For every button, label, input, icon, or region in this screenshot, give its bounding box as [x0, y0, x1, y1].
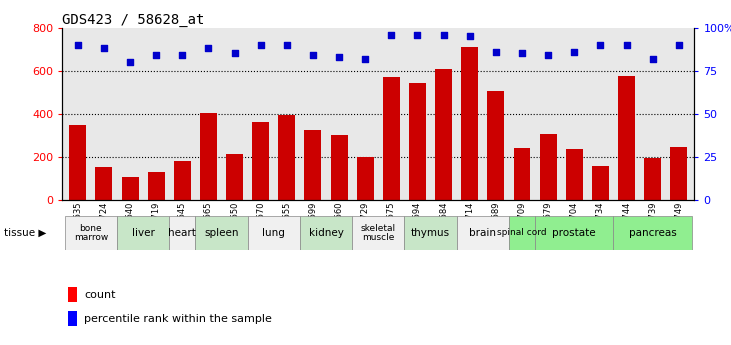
Bar [248, 216, 300, 250]
Bar [96, 167, 113, 200]
Text: percentile rank within the sample: percentile rank within the sample [84, 314, 272, 324]
Text: liver: liver [132, 228, 154, 238]
Bar [148, 172, 164, 200]
Bar [644, 158, 661, 200]
Bar [121, 177, 139, 200]
Bar [404, 216, 457, 250]
Bar [435, 69, 452, 200]
Point [202, 46, 214, 51]
Bar [300, 216, 352, 250]
Bar [170, 216, 195, 250]
Text: heart: heart [168, 228, 196, 238]
Point [72, 42, 83, 48]
Text: skeletal
muscle: skeletal muscle [360, 224, 396, 242]
Bar [69, 287, 77, 302]
Point [594, 42, 606, 48]
Point [516, 51, 528, 56]
Bar [509, 216, 535, 250]
Bar [252, 122, 269, 200]
Point [255, 42, 267, 48]
Bar [226, 154, 243, 200]
Bar [513, 148, 531, 200]
Text: kidney: kidney [308, 228, 344, 238]
Bar [174, 161, 191, 200]
Bar [65, 216, 117, 250]
Bar [461, 47, 478, 200]
Text: bone
marrow: bone marrow [74, 224, 108, 242]
Point [229, 51, 240, 56]
Text: lung: lung [262, 228, 285, 238]
Bar [566, 149, 583, 200]
Bar [330, 136, 348, 200]
Bar [69, 125, 86, 200]
Bar [195, 216, 248, 250]
Bar [535, 216, 613, 250]
Point [98, 46, 110, 51]
Bar [670, 147, 687, 200]
Text: prostate: prostate [553, 228, 596, 238]
Bar [357, 157, 374, 200]
Point [176, 52, 188, 58]
Point [281, 42, 292, 48]
Bar [488, 91, 504, 200]
Point [333, 54, 345, 60]
Point [151, 52, 162, 58]
Bar [200, 113, 217, 200]
Text: GDS423 / 58628_at: GDS423 / 58628_at [62, 12, 205, 27]
Text: spleen: spleen [204, 228, 239, 238]
Text: thymus: thymus [411, 228, 450, 238]
Point [360, 56, 371, 61]
Point [647, 56, 659, 61]
Bar [618, 76, 635, 200]
Point [621, 42, 632, 48]
Point [385, 32, 397, 37]
Point [569, 49, 580, 55]
Bar [592, 166, 609, 200]
Point [464, 33, 476, 39]
Text: pancreas: pancreas [629, 228, 676, 238]
Point [542, 52, 554, 58]
Text: spinal cord: spinal cord [497, 228, 547, 237]
Bar [409, 82, 426, 200]
Point [307, 52, 319, 58]
Point [438, 32, 450, 37]
Text: tissue ▶: tissue ▶ [4, 228, 46, 238]
Text: count: count [84, 290, 115, 300]
Bar [69, 310, 77, 326]
Bar [613, 216, 692, 250]
Bar [383, 77, 400, 200]
Bar [352, 216, 404, 250]
Point [124, 59, 136, 65]
Bar [457, 216, 509, 250]
Bar [539, 134, 556, 200]
Bar [305, 130, 322, 200]
Point [490, 49, 501, 55]
Point [673, 42, 685, 48]
Bar [279, 115, 295, 200]
Bar [117, 216, 170, 250]
Text: brain: brain [469, 228, 496, 238]
Point [412, 32, 423, 37]
